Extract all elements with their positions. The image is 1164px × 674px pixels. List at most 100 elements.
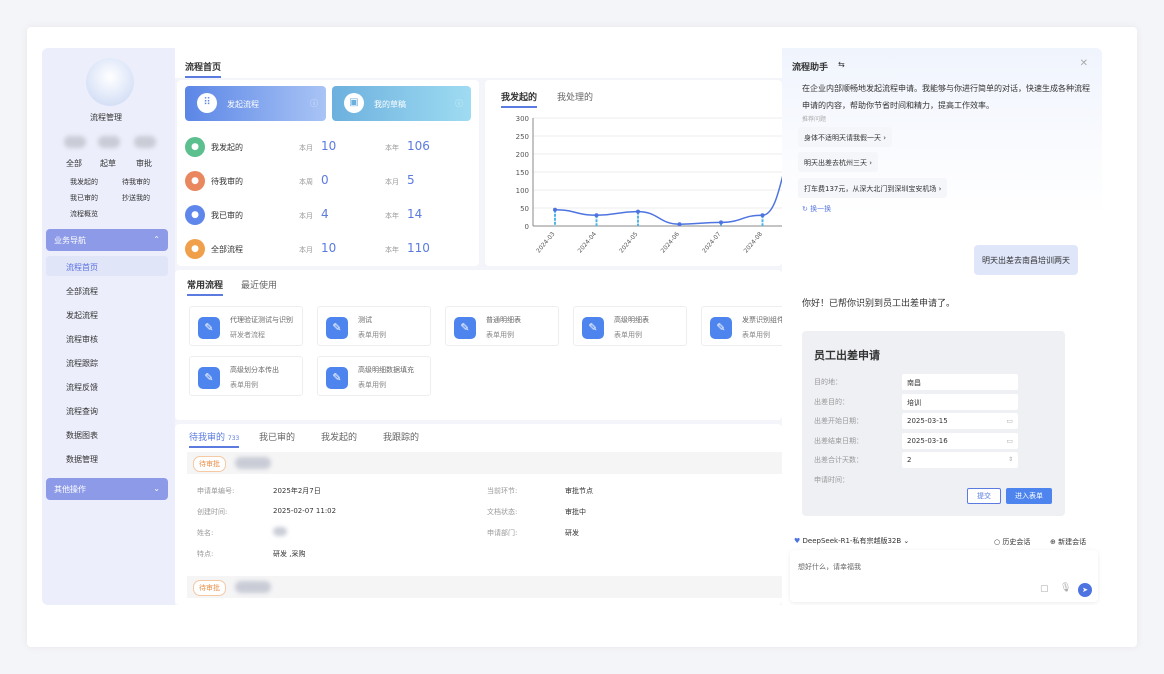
start-process-button[interactable]: ⠿ 发起流程 ⓘ [185, 86, 326, 121]
summary-label: 待我审的 [211, 177, 243, 186]
chart-tab-initiated[interactable]: 我发起的 [501, 90, 538, 108]
period-value: 106 [407, 139, 430, 153]
field-value: 研发 ,采购 [273, 550, 306, 558]
info-icon: ⓘ [455, 99, 463, 108]
sidebar-item[interactable]: 数据图表 [66, 431, 98, 440]
sidebar-item[interactable]: 流程查询 [66, 407, 98, 416]
deepseek-icon: ♥ [794, 537, 801, 545]
form-field-label: 出差开始日期： [814, 417, 863, 425]
chat-input[interactable]: 想好什么，请幸福我 ▢ 🎙 ➤ [790, 550, 1098, 602]
sidebar-item[interactable]: 流程首页 [46, 256, 168, 276]
form-field-input[interactable]: 2025-03-16 ▭ [902, 432, 1018, 449]
process-card[interactable]: ✎ 高级划分本传出 表单用例 [189, 356, 303, 396]
image-icon[interactable]: ▢ [1040, 584, 1049, 594]
stat-draft[interactable]: 起草 [100, 159, 116, 168]
process-icon: ✎ [454, 317, 476, 339]
status-badge: 待审批 [193, 456, 226, 472]
task-tab[interactable]: 我发起的 [321, 430, 357, 443]
sidebar-item[interactable]: 流程审核 [66, 335, 98, 344]
quick-link[interactable]: 流程概览 [70, 210, 98, 218]
enter-form-button[interactable]: 进入表单 [1006, 488, 1052, 504]
quick-link[interactable]: 我发起的 [70, 178, 98, 186]
task-tab[interactable]: 我已审的 [259, 430, 295, 443]
summary-row[interactable]: ● 待我审的 本周 0 本月 5 [177, 164, 479, 198]
history-button[interactable]: ○ 历史会话 [994, 538, 1031, 546]
task-header[interactable]: 待审批 [187, 452, 782, 474]
suggestion[interactable]: 打车费137元，从深大北门到深圳宝安机场 › [798, 178, 948, 198]
quick-link[interactable]: 抄送我的 [122, 194, 150, 202]
data-point[interactable] [719, 220, 723, 225]
main-content: 流程首页 ⠿ 发起流程 ⓘ ▣ 我的草稿 ⓘ ● 我发起的 本月 10 本年 1… [175, 48, 815, 605]
process-card[interactable]: ✎ 普通明细表 表单用例 [445, 306, 559, 346]
tab-common-processes[interactable]: 常用流程 [187, 278, 224, 296]
process-card[interactable]: ✎ 高级明细表 表单用例 [573, 306, 687, 346]
period-label: 本月 [299, 246, 313, 254]
stepper-icon[interactable]: ⇕ [1007, 456, 1013, 463]
process-card[interactable]: ✎ 高级明细数据填充 表单用例 [317, 356, 431, 396]
period-label: 本月 [385, 178, 399, 186]
task-header[interactable]: 待审批 [187, 576, 782, 598]
quick-link[interactable]: 待我审的 [122, 178, 150, 186]
data-point[interactable] [677, 222, 682, 227]
suggestion[interactable]: 身体不适明天请我假一天 › [798, 127, 893, 147]
period-label: 本年 [385, 212, 399, 220]
assistant-reply: 你好！已帮你识别到员工出差申请了。 [802, 299, 956, 309]
sidebar-item[interactable]: 发起流程 [66, 311, 98, 320]
form-field-input[interactable]: 2025-03-15 ▭ [902, 413, 1018, 429]
summary-row[interactable]: ● 我已审的 本月 4 本年 14 [177, 198, 479, 232]
process-card[interactable]: ✎ 测试 表单用例 [317, 306, 431, 346]
calendar-icon: ▭ [1006, 436, 1013, 445]
y-tick-label: 100 [516, 187, 529, 195]
task-tab[interactable]: 待我审的 733 [189, 430, 240, 448]
data-point[interactable] [760, 213, 765, 218]
quick-link[interactable]: 我已审的 [70, 194, 98, 202]
switch-icon[interactable]: ⇆ [838, 60, 845, 69]
process-icon: ✎ [198, 367, 220, 389]
suggestion-text: 打车费137元，从深大北门到深圳宝安机场 [804, 185, 937, 193]
data-point[interactable] [594, 213, 599, 218]
form-field-input[interactable]: 培训 [902, 393, 1018, 410]
stat-approve[interactable]: 审批 [136, 159, 152, 168]
microphone-icon[interactable]: 🎙 [1060, 583, 1072, 593]
process-card[interactable]: ✎ 代理验证测试与识别 研发者流程 [189, 306, 303, 346]
task-tab[interactable]: 我跟踪的 [383, 430, 419, 443]
nav-group-other[interactable]: 其他操作 ⌄ [46, 478, 168, 500]
app: 流程管理 全部 起草 审批 我发起的 待我审的 我已审的 抄送我的 流程概览 业… [42, 48, 1102, 605]
sidebar-item[interactable]: 全部流程 [66, 287, 98, 296]
new-chat-button[interactable]: ⊕ 新建会话 [1050, 538, 1087, 546]
task-tab-label: 我已审的 [259, 433, 296, 443]
period-label: 本年 [385, 144, 399, 152]
form-field-value: 培训 [907, 398, 921, 407]
submit-button[interactable]: 提交 [967, 488, 1001, 504]
sidebar-item[interactable]: 流程跟踪 [66, 359, 98, 368]
y-tick-label: 50 [520, 205, 529, 213]
period-value: 110 [407, 241, 430, 255]
send-icon[interactable]: ➤ [1078, 583, 1092, 597]
form-field-input[interactable]: 2 ⇕ [902, 452, 1018, 468]
data-point[interactable] [553, 207, 557, 212]
process-category: 表单用例 [230, 381, 258, 389]
tab-recent[interactable]: 最近使用 [241, 281, 278, 291]
model-selector[interactable]: ♥ DeepSeek-R1-私有宗越版32B ⌄ [794, 537, 910, 545]
field-value: 审批中 [565, 508, 586, 516]
stat-all[interactable]: 全部 [66, 159, 82, 168]
nav-group-business[interactable]: 业务导航 ⌃ [46, 229, 168, 251]
processes-card: 常用流程 最近使用 ✎ 代理验证测试与识别 研发者流程 ✎ 测试 表单用例 ✎ 普通明细表 表单… [175, 270, 815, 420]
chart-tab-handled[interactable]: 我处理的 [557, 93, 594, 103]
tab-process-home[interactable]: 流程首页 [185, 60, 222, 78]
travel-form-card: 员工出差申请 目的地： 南昌 出差目的： 培训 出差开始日期： 2025-03-15 ▭ 出差… [802, 331, 1065, 516]
summary-row[interactable]: ● 全部流程 本月 10 本年 110 [177, 232, 479, 266]
field-value: 2025-02-07 11:02 [273, 507, 337, 515]
my-drafts-button[interactable]: ▣ 我的草稿 ⓘ [332, 86, 471, 121]
form-title: 员工出差申请 [814, 349, 880, 362]
suggestion[interactable]: 明天出差去杭州三天 › [798, 152, 879, 172]
sidebar-item[interactable]: 数据管理 [66, 455, 98, 464]
form-field-input[interactable]: 南昌 [902, 374, 1018, 390]
summary-row[interactable]: ● 我发起的 本月 10 本年 106 [177, 130, 479, 164]
data-point[interactable] [636, 209, 640, 214]
stat-value [64, 136, 86, 148]
refresh-suggestions[interactable]: ↻ 换一换 [802, 204, 831, 214]
sidebar-item[interactable]: 流程反馈 [66, 383, 98, 392]
suggest-label: 推荐问题 [802, 116, 827, 123]
close-icon[interactable]: ✕ [1079, 58, 1088, 69]
